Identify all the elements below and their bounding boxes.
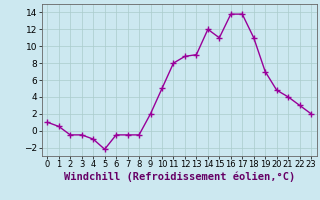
X-axis label: Windchill (Refroidissement éolien,°C): Windchill (Refroidissement éolien,°C) (64, 172, 295, 182)
